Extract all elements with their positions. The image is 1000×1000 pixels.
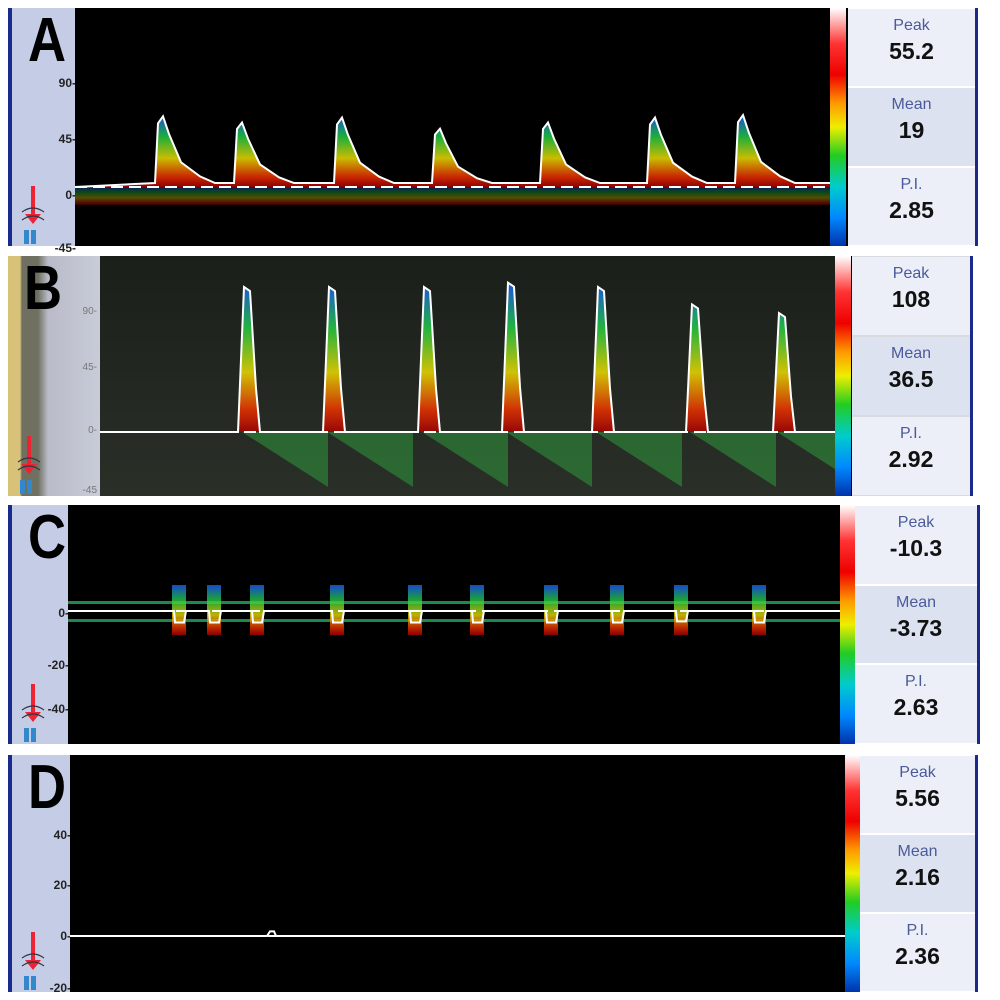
reverse-flow	[690, 432, 776, 487]
axis-tick-label: 0-	[88, 425, 97, 436]
color-scale-bar	[835, 256, 851, 496]
axis-tick-label: 0-	[65, 188, 76, 202]
axis-tick-label: -20-	[47, 658, 69, 672]
mean-readout: Mean 36.5	[852, 337, 970, 415]
stats-panel: Peak 55.2 Mean 19 P.I. 2.85	[848, 8, 978, 246]
mean-readout: Mean 19	[848, 88, 975, 166]
color-scale-bar	[845, 755, 861, 992]
peak-readout: Peak -10.3	[855, 506, 977, 584]
spectral-fill	[75, 115, 830, 187]
velocity-envelope	[75, 112, 830, 188]
mean-readout: Mean 2.16	[860, 835, 975, 912]
color-scale-bar	[840, 505, 856, 744]
velocity-axis: C 0- -20- -40-	[8, 505, 72, 744]
peak-label: Peak	[892, 265, 930, 282]
pi-value: 2.63	[893, 694, 939, 721]
pi-readout: P.I. 2.36	[860, 914, 975, 991]
mean-value: 2.16	[895, 864, 940, 890]
axis-tick-label: 45-	[58, 132, 76, 146]
pi-label: P.I.	[905, 673, 927, 691]
peak-label: Peak	[897, 514, 935, 531]
stats-panel: Peak -10.3 Mean -3.73 P.I. 2.63	[855, 505, 980, 744]
spectrum-display	[70, 755, 845, 992]
flow-band	[68, 619, 840, 622]
axis-tick-label: 0-	[60, 929, 71, 943]
panel-letter: C	[28, 503, 67, 572]
doppler-panel-c: C 0- -20- -40- Peak -10.3 Mean -3.73 P.I. 2.6…	[8, 505, 980, 744]
pi-label: P.I.	[900, 425, 922, 442]
mean-value: -3.73	[889, 614, 943, 641]
reverse-flow	[506, 432, 592, 487]
doppler-panel-a: A 90- 45- 0- -45- Peak 55.2 Mean 19 P.I. 2.85	[8, 6, 978, 255]
pi-readout: P.I. 2.63	[855, 665, 977, 744]
velocity-envelope	[70, 930, 845, 937]
axis-tick-label: 20-	[53, 878, 71, 892]
reverse-flow	[75, 187, 830, 205]
axis-tick-label: -40-	[47, 702, 69, 716]
peak-readout: Peak 108	[852, 257, 970, 335]
peak-readout: Peak 5.56	[860, 756, 975, 833]
peak-label: Peak	[899, 764, 936, 781]
mean-readout: Mean -3.73	[855, 585, 977, 664]
panel-letter: D	[28, 753, 67, 822]
mean-label: Mean	[890, 345, 932, 362]
spectral-fill	[100, 282, 835, 432]
axis-tick-label: 45-	[82, 362, 97, 373]
velocity-axis: B 90- 45- 0- -45	[8, 256, 100, 496]
spectrum-display	[75, 8, 830, 246]
panel-letter: B	[24, 254, 63, 323]
stats-panel: Peak 5.56 Mean 2.16 P.I. 2.36	[860, 755, 978, 992]
mean-label: Mean	[897, 843, 938, 860]
velocity-axis: D 40- 20- 0- -20-	[8, 753, 74, 995]
flow-band	[68, 601, 840, 604]
axis-tick-label: -45	[82, 485, 97, 496]
axis-tick-label: -20-	[49, 981, 71, 995]
probe-icon	[17, 436, 41, 494]
mean-value: 36.5	[888, 366, 934, 392]
probe-icon	[21, 186, 45, 244]
reverse-flow	[596, 432, 682, 487]
pi-label: P.I.	[906, 922, 929, 939]
mean-value: 19	[898, 117, 925, 144]
velocity-envelope	[68, 610, 840, 624]
pi-label: P.I.	[900, 175, 923, 193]
panel-letter: A	[28, 6, 67, 75]
peak-value: 108	[891, 286, 931, 312]
pi-value: 2.85	[889, 196, 934, 223]
axis-tick-label: 90-	[82, 306, 97, 317]
spectrum-display	[100, 256, 835, 496]
reverse-flow	[242, 432, 328, 487]
pi-value: 2.36	[895, 943, 940, 969]
doppler-panel-b: B 90- 45- 0- -45 Peak 108 Mean 36.5 P.I. 2.92	[8, 256, 973, 496]
peak-value: 55.2	[889, 38, 934, 64]
peak-value: -10.3	[889, 535, 943, 561]
probe-icon	[21, 932, 45, 990]
pi-readout: P.I. 2.92	[852, 417, 970, 495]
mean-label: Mean	[895, 593, 937, 611]
axis-tick-label: 40-	[53, 828, 71, 842]
peak-label: Peak	[893, 17, 930, 34]
reverse-flow	[327, 432, 413, 487]
velocity-envelope	[100, 280, 835, 433]
doppler-panel-d: D 40- 20- 0- -20- Peak 5.56 Mean 2.16 P.I. 2.3…	[8, 753, 978, 995]
axis-tick-label: -45-	[54, 241, 76, 255]
stats-panel: Peak 108 Mean 36.5 P.I. 2.92	[852, 256, 973, 496]
reverse-flow	[777, 432, 835, 470]
probe-icon	[21, 684, 45, 742]
peak-value: 5.56	[895, 785, 940, 811]
mean-label: Mean	[891, 96, 932, 114]
velocity-axis: A 90- 45- 0- -45-	[8, 6, 79, 255]
reverse-flow	[422, 432, 508, 487]
axis-tick-label: 90-	[58, 76, 76, 90]
color-scale-bar	[830, 8, 846, 246]
pi-readout: P.I. 2.85	[848, 167, 975, 245]
spectrum-display	[68, 505, 840, 744]
pi-value: 2.92	[888, 446, 934, 472]
axis-tick-label: 0-	[58, 606, 69, 620]
peak-readout: Peak 55.2	[848, 9, 975, 87]
